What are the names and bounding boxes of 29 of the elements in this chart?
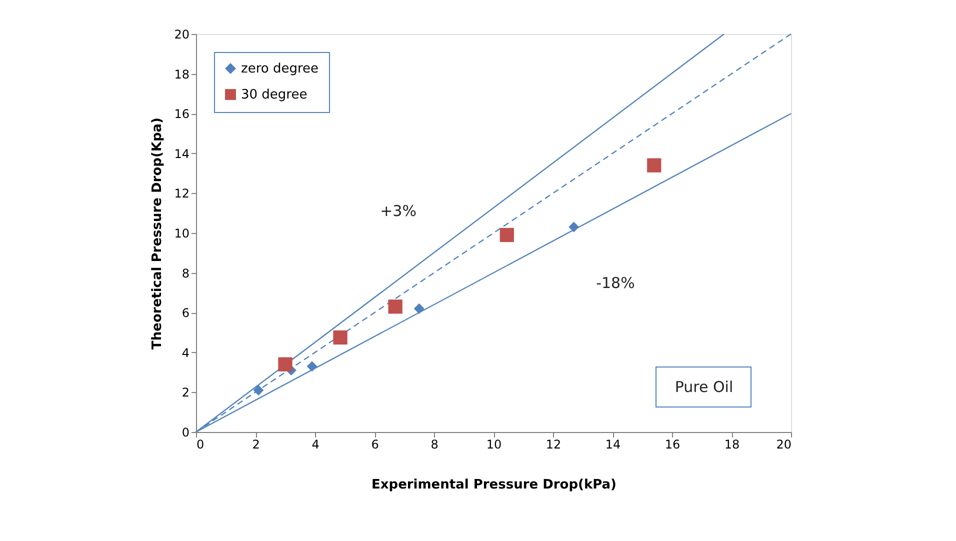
x-tick-label: 0 [196, 438, 204, 452]
x-tick-label: 2 [252, 438, 260, 452]
y-tick-label: 18 [174, 67, 190, 82]
annotation: +3% [380, 202, 416, 220]
y-tick-label: 4 [182, 346, 190, 360]
x-tick-label: 14 [605, 438, 621, 452]
annotation: Pure Oil [674, 378, 734, 396]
y-tick-label: 14 [174, 146, 190, 161]
x-tick-label: 8 [430, 438, 438, 452]
y-tick-label: 10 [174, 226, 190, 240]
x-tick-label: 6 [371, 438, 379, 452]
x-tick-label: 4 [312, 438, 320, 452]
y-tick-label: 0 [182, 426, 190, 440]
x-tick-label: 10 [486, 438, 502, 452]
legend-label: 30 degree [241, 88, 308, 102]
y-tick-label: 12 [174, 186, 190, 201]
y-tick-label: 16 [174, 107, 190, 122]
y-tick-label: 8 [182, 266, 190, 280]
x-tick-label: 20 [776, 438, 792, 452]
legend-label: zero degree [241, 62, 319, 76]
y-tick-label: 2 [182, 386, 190, 400]
x-axis-title: Experimental Pressure Drop(kPa) [371, 478, 617, 492]
y-axis-title: Theoretical Pressure Drop(Kpa) [150, 118, 166, 350]
annotation: -18% [596, 274, 635, 292]
y-tick-label: 20 [174, 28, 190, 42]
y-tick-label: 6 [182, 306, 190, 320]
x-tick-label: 16 [664, 438, 680, 452]
x-tick-label: 12 [546, 438, 562, 452]
x-tick-label: 18 [724, 438, 740, 452]
